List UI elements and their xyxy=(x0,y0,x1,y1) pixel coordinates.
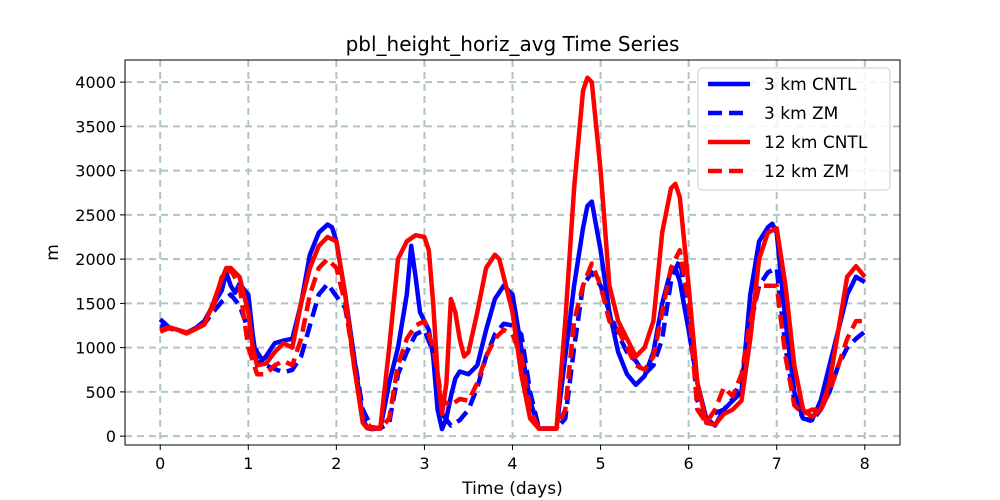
legend-label: 12 km ZM xyxy=(764,162,849,182)
y-tick-label: 1000 xyxy=(75,339,116,358)
x-tick-label: 7 xyxy=(772,454,782,473)
legend-label: 12 km CNTL xyxy=(764,133,868,153)
x-tick-label: 4 xyxy=(507,454,517,473)
y-tick-label: 1500 xyxy=(75,294,116,313)
x-tick-label: 2 xyxy=(331,454,341,473)
y-tick-label: 0 xyxy=(106,427,116,446)
series-lines xyxy=(158,75,867,432)
x-tick-label: 8 xyxy=(860,454,870,473)
x-tick-label: 6 xyxy=(684,454,694,473)
y-tick-label: 3500 xyxy=(75,117,116,136)
series-line-3 xyxy=(159,248,865,431)
x-tick-label: 3 xyxy=(419,454,429,473)
y-tick-label: 2500 xyxy=(75,206,116,225)
legend-label: 3 km ZM xyxy=(764,104,838,124)
series-line-2 xyxy=(159,75,867,431)
legend-box xyxy=(697,67,891,191)
legend: 3 km CNTL 3 km ZM 12 km CNTL 12 km ZM xyxy=(697,67,891,191)
x-tick-label: 5 xyxy=(595,454,605,473)
y-tick-label: 3000 xyxy=(75,162,116,181)
x-tick-label: 0 xyxy=(155,454,165,473)
x-axis-label: Time (days) xyxy=(461,479,562,499)
axis-ticks: 0 1 2 3 4 5 6 7 8 0 500 1000 1500 2000 2500 3000 3500 400… xyxy=(75,73,870,473)
x-tick-label: 1 xyxy=(243,454,253,473)
y-tick-label: 4000 xyxy=(75,73,116,92)
chart-title: pbl_height_horiz_avg Time Series xyxy=(346,32,680,56)
y-tick-label: 2000 xyxy=(75,250,116,269)
y-axis-label: m xyxy=(43,244,63,261)
y-tick-label: 500 xyxy=(85,383,116,402)
legend-label: 3 km CNTL xyxy=(764,75,857,95)
series-line-1 xyxy=(159,256,867,431)
